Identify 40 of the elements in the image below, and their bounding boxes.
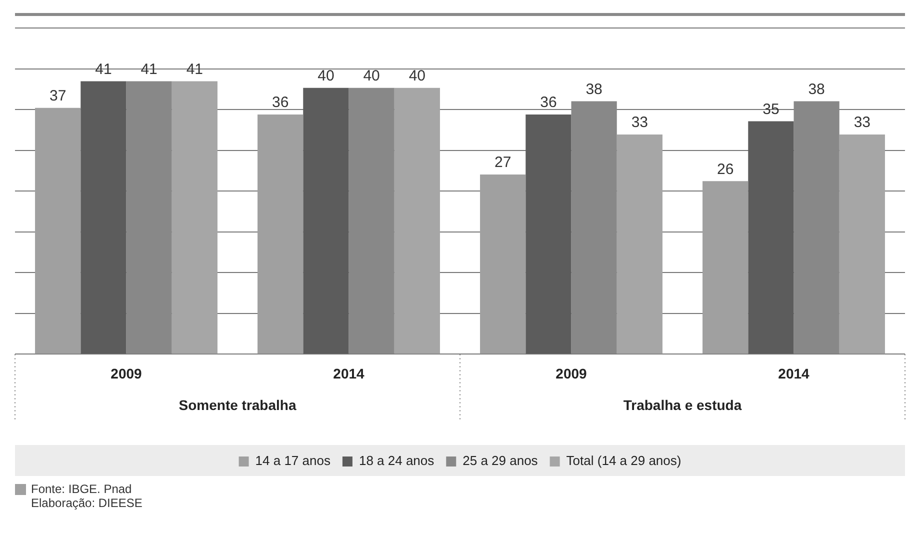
- source-note: Fonte: IBGE. Pnad: [31, 482, 133, 496]
- data-label: 36: [540, 94, 557, 112]
- bar: [702, 181, 748, 354]
- bar: [172, 81, 218, 354]
- data-label: 40: [363, 68, 380, 85]
- text: Elaboração: DIEESE: [31, 496, 142, 510]
- data-label: 38: [808, 80, 825, 98]
- data-label: 36: [272, 94, 289, 112]
- x-tick-label: 2014: [333, 365, 365, 382]
- bar: [126, 81, 172, 354]
- bar: [839, 134, 885, 354]
- legend-label: 18 a 24 anos: [358, 453, 435, 468]
- bar: [748, 121, 794, 354]
- legend-label: 25 a 29 anos: [462, 453, 538, 468]
- data-label: 33: [631, 114, 648, 132]
- bar: [616, 134, 662, 354]
- text: Somente trabalha: [178, 397, 296, 414]
- bar: [348, 88, 394, 354]
- x-tick-label: 2009: [110, 365, 142, 382]
- x-tick-label: 2014: [778, 365, 810, 382]
- bar: [80, 81, 126, 354]
- legend-label: 14 a 17 anos: [255, 453, 331, 468]
- data-label: 33: [854, 114, 871, 132]
- bar: [480, 174, 526, 354]
- x-tick-label: 2009: [556, 365, 588, 382]
- bar: [35, 108, 81, 354]
- bar: [303, 88, 349, 354]
- text: Trabalha e estuda: [623, 397, 742, 414]
- legend-label: Total (14 a 29 anos): [566, 453, 682, 468]
- bar: [258, 114, 304, 354]
- bar: [794, 101, 840, 354]
- data-label: 37: [49, 88, 66, 105]
- data-label: 26: [716, 160, 734, 178]
- bar: [571, 101, 617, 354]
- data-label: 40: [318, 68, 334, 85]
- bar: [526, 114, 572, 354]
- data-label: 38: [586, 80, 602, 98]
- data-label: 40: [408, 68, 426, 85]
- bar: [394, 88, 440, 354]
- data-label: 27: [494, 154, 512, 172]
